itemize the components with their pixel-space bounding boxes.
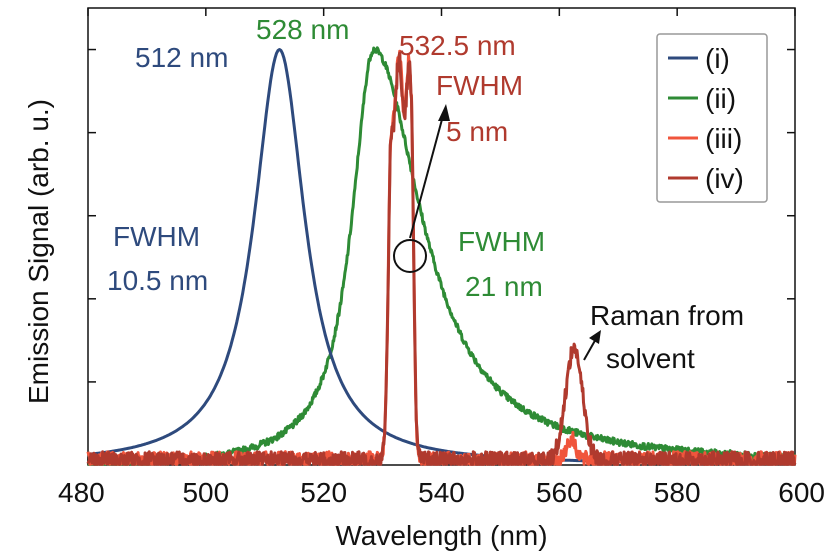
- annotations: 512 nm 528 nm 532.5 nm FWHM 5 nm FWHM 10.5 nm F…: [107, 14, 744, 374]
- annotation-label: FWHM: [458, 226, 545, 257]
- series-line-4: [86, 51, 797, 466]
- legend-label: (ii): [705, 83, 736, 114]
- x-tick-label: 540: [418, 477, 465, 508]
- legend-label: (i): [705, 43, 730, 74]
- annotation-label: FWHM: [436, 70, 523, 101]
- x-tick-label: 480: [58, 477, 105, 508]
- annotation-label: 10.5 nm: [107, 265, 208, 296]
- annotation-label: 512 nm: [135, 42, 228, 73]
- annotation-label: 5 nm: [446, 116, 508, 147]
- legend-label: (iv): [705, 163, 744, 194]
- fwhm-arrow-head: [438, 104, 450, 121]
- annotation-label: Raman from: [590, 300, 744, 331]
- axes: 480 500 520 540 560 580 600 Wavelength (nm) Emis…: [23, 7, 825, 551]
- x-tick-label: 600: [778, 477, 825, 508]
- fwhm-arrow-line: [409, 111, 445, 239]
- x-tick-label: 580: [654, 477, 701, 508]
- x-tick-label: 500: [182, 477, 229, 508]
- annotation-label: FWHM: [113, 221, 200, 252]
- annotation-label: solvent: [606, 343, 695, 374]
- fwhm-marker-circle: [393, 239, 427, 273]
- legend-label: (iii): [705, 123, 742, 154]
- annotation-label: 528 nm: [256, 14, 349, 45]
- legend: (i) (ii) (iii) (iv): [656, 33, 768, 203]
- legend-box: [656, 33, 768, 203]
- x-axis-title: Wavelength (nm): [335, 520, 547, 551]
- annotation-label: 21 nm: [465, 271, 543, 302]
- raman-arrow-head: [589, 330, 601, 344]
- y-axis-title: Emission Signal (arb. u.): [23, 99, 54, 404]
- x-tick-label: 520: [300, 477, 347, 508]
- x-tick-label: 560: [536, 477, 583, 508]
- series-lines: [86, 46, 797, 466]
- annotation-label: 532.5 nm: [399, 30, 516, 61]
